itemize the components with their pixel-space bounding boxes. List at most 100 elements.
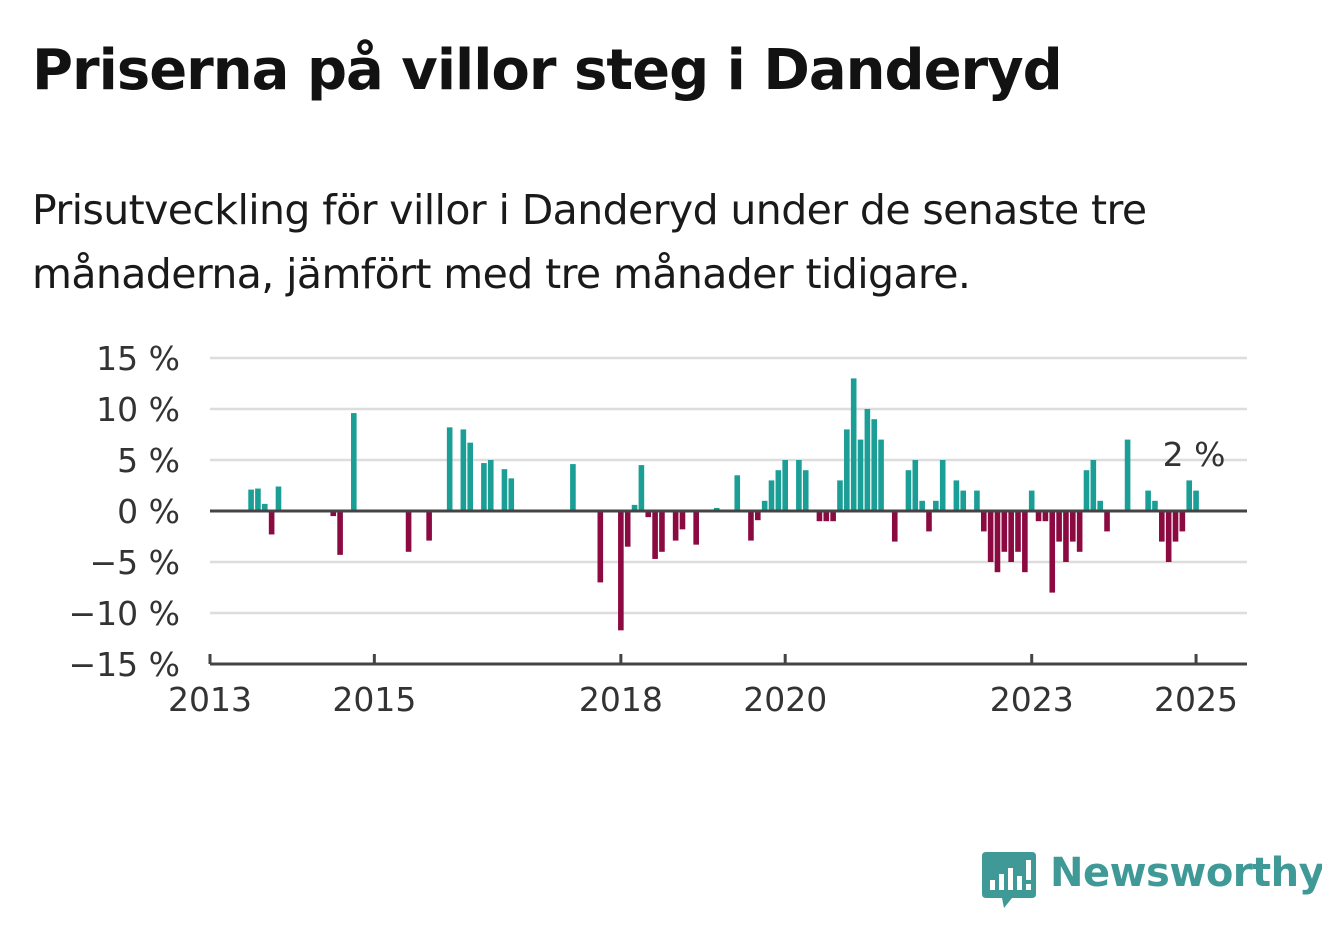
- bar: [830, 511, 836, 522]
- bar: [570, 464, 576, 511]
- bar: [1145, 490, 1151, 511]
- bar: [638, 465, 645, 511]
- bar: [857, 439, 864, 511]
- x-axis-tick-labels: 2013 2015 2018 2020 2023 2025: [168, 680, 1238, 719]
- bar: [501, 469, 508, 511]
- y-axis-tick-labels: −15 % −10 % −5 % 0 % 5 % 10 % 15 %: [69, 339, 181, 684]
- bar: [1028, 490, 1035, 511]
- bar: [987, 511, 994, 562]
- bar: [919, 500, 925, 511]
- y-tick-label: 0 %: [117, 492, 180, 531]
- bar: [652, 511, 658, 559]
- bar: [980, 511, 987, 532]
- bar: [755, 511, 761, 521]
- y-tick-label: 10 %: [96, 390, 180, 429]
- bar: [912, 460, 919, 511]
- bar: [850, 378, 857, 511]
- chart-subtitle: Prisutveckling för villor i Danderyd und…: [32, 186, 1147, 298]
- bar: [748, 511, 754, 541]
- bar: [248, 489, 254, 511]
- bar: [960, 490, 967, 511]
- bar: [1008, 511, 1014, 562]
- y-tick-label: −5 %: [90, 543, 181, 582]
- bar: [1049, 511, 1056, 593]
- bar: [426, 511, 432, 541]
- bar: [775, 470, 782, 511]
- bar: [255, 488, 261, 511]
- bar: [994, 511, 1001, 573]
- brand-name: Newsworthy: [1050, 850, 1322, 896]
- bar: [268, 511, 275, 535]
- bar: [1097, 500, 1103, 511]
- bar: [1090, 460, 1097, 511]
- axes: [208, 509, 1247, 666]
- bar: [796, 460, 802, 511]
- bar: [802, 470, 809, 511]
- y-tick-label: 5 %: [117, 441, 180, 480]
- bar: [713, 507, 720, 511]
- newsworthy-logo-icon: [982, 852, 1036, 908]
- x-tick-label: 2013: [168, 680, 252, 719]
- bar: [1001, 511, 1008, 552]
- bar: [1022, 511, 1028, 573]
- y-tick-label: −15 %: [69, 645, 181, 684]
- bar: [878, 439, 884, 511]
- bar: [844, 429, 850, 511]
- bar: [939, 460, 946, 511]
- bar: [933, 500, 939, 511]
- x-tick-label: 2020: [743, 680, 827, 719]
- bar: [672, 511, 679, 541]
- bar: [1056, 511, 1062, 542]
- gridlines: [210, 356, 1247, 615]
- bar: [350, 413, 357, 511]
- bar: [631, 504, 638, 511]
- bar: [1104, 511, 1110, 532]
- bar: [953, 480, 960, 511]
- bar: [508, 478, 515, 511]
- bar: [1124, 439, 1131, 511]
- bar: [1083, 470, 1090, 511]
- bar: [1042, 511, 1049, 522]
- bar: [837, 480, 843, 511]
- bar: [1193, 490, 1199, 511]
- bar: [275, 486, 282, 511]
- bar: [446, 427, 453, 511]
- bar: [864, 409, 871, 511]
- bars: [248, 378, 1199, 631]
- y-tick-label: −10 %: [69, 594, 181, 633]
- bar: [782, 460, 788, 511]
- bar: [618, 511, 624, 631]
- bar: [659, 511, 665, 552]
- x-tick-label: 2018: [579, 680, 663, 719]
- bar: [816, 511, 823, 522]
- bar: [905, 470, 912, 511]
- bar: [481, 463, 487, 511]
- bar: [405, 511, 412, 552]
- bar: [460, 429, 467, 511]
- chart-title: Priserna på villor steg i Danderyd: [32, 38, 1063, 103]
- bar: [871, 419, 878, 511]
- bar: [679, 511, 686, 530]
- y-tick-label: 15 %: [96, 339, 180, 378]
- bar: [1069, 511, 1076, 542]
- bar: [1015, 511, 1021, 552]
- last-value-label: 2 %: [1163, 435, 1226, 474]
- bar: [467, 442, 474, 511]
- bar: [1152, 500, 1158, 511]
- bar-chart: −15 % −10 % −5 % 0 % 5 % 10 % 15 % 2013 2015 201…: [69, 339, 1247, 719]
- bar: [1159, 511, 1165, 542]
- bar: [1076, 511, 1083, 552]
- bar: [693, 511, 699, 545]
- x-tick-label: 2015: [332, 680, 416, 719]
- bar: [597, 511, 604, 583]
- bar: [1172, 511, 1179, 542]
- bar: [1165, 511, 1172, 562]
- bar: [261, 503, 268, 511]
- bar: [330, 511, 337, 517]
- bar: [891, 511, 898, 542]
- bar: [624, 511, 631, 547]
- bar: [1179, 511, 1186, 532]
- bar: [926, 511, 932, 532]
- bar: [734, 475, 741, 511]
- bar: [487, 460, 494, 511]
